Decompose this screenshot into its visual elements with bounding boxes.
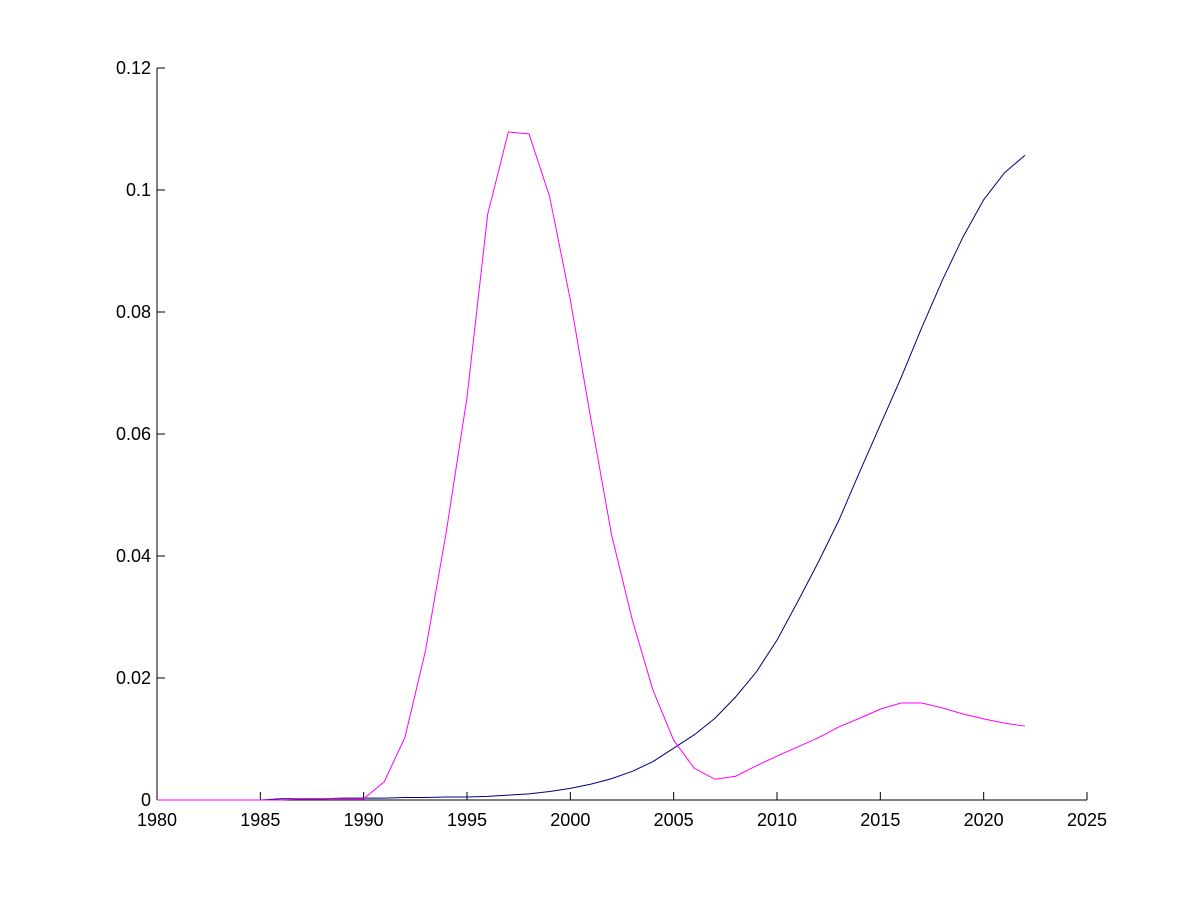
y-tick-label: 0.08 [116,302,151,322]
x-tick-label: 1990 [344,810,384,830]
line-series [157,131,1026,801]
x-tick-label: 2025 [1067,810,1107,830]
y-tick-label: 0.04 [116,546,151,566]
y-tick-label: 0.02 [116,668,151,688]
y-tick-label: 0.1 [126,180,151,200]
x-tick-label: 2010 [757,810,797,830]
x-tick-label: 1985 [240,810,280,830]
x-tick-label: 2000 [550,810,590,830]
y-tick-label: 0 [141,790,151,810]
x-tick-label: 2020 [964,810,1004,830]
x-tick-label: 2015 [860,810,900,830]
y-tick-label: 0.06 [116,424,151,444]
x-tick-label: 1995 [447,810,487,830]
x-tick-label: 2005 [654,810,694,830]
x-tick-label: 1980 [137,810,177,830]
y-tick-label: 0.12 [116,58,151,78]
